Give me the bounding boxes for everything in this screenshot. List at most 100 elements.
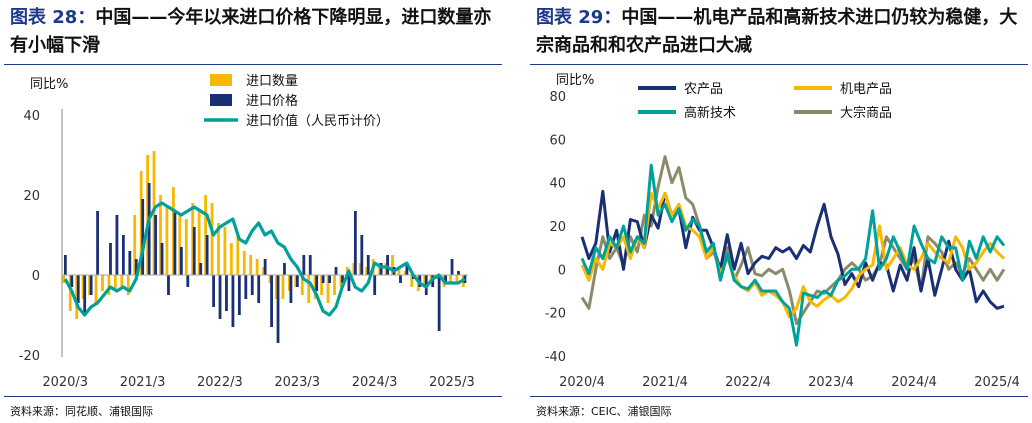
y-tick-label: 0 bbox=[32, 269, 40, 284]
bar-import-price bbox=[276, 275, 280, 343]
bar-import-volume bbox=[152, 151, 156, 275]
bar-import-volume bbox=[146, 155, 149, 275]
bar-import-price bbox=[315, 275, 319, 291]
bar-import-price bbox=[199, 263, 203, 275]
bar-import-price bbox=[244, 275, 248, 299]
bar-import-volume bbox=[300, 275, 304, 295]
bar-import-volume bbox=[107, 275, 111, 295]
bar-import-volume bbox=[403, 271, 407, 275]
bar-import-volume bbox=[62, 275, 66, 283]
bar-import-price bbox=[173, 211, 177, 275]
x-tick-label: 2021/4 bbox=[642, 375, 688, 390]
y-tick-label: 40 bbox=[23, 109, 40, 124]
bar-import-price bbox=[186, 275, 190, 287]
bar-import-volume bbox=[333, 275, 336, 295]
y-tick-label: -20 bbox=[545, 307, 566, 322]
bar-import-volume bbox=[384, 263, 388, 275]
bar-import-volume bbox=[307, 275, 311, 303]
bar-import-price bbox=[463, 275, 467, 283]
bar-import-volume bbox=[378, 263, 381, 275]
x-tick-label: 2022/3 bbox=[197, 375, 243, 390]
bar-import-volume bbox=[101, 275, 104, 291]
x-tick-label: 2024/3 bbox=[352, 375, 398, 390]
bar-import-price bbox=[179, 247, 183, 275]
legend-label: 机电产品 bbox=[840, 82, 892, 97]
y-tick-label: -40 bbox=[545, 350, 566, 365]
bar-import-volume bbox=[217, 223, 220, 275]
bar-import-price bbox=[212, 275, 215, 307]
legend-label: 进口数量 bbox=[246, 74, 298, 89]
bar-import-price bbox=[386, 255, 389, 275]
bar-import-price bbox=[308, 255, 312, 275]
bar-import-price bbox=[96, 211, 99, 275]
bar-import-price bbox=[366, 255, 370, 275]
bar-import-volume bbox=[262, 267, 265, 275]
x-tick-label: 2020/3 bbox=[42, 375, 88, 390]
bar-import-volume bbox=[320, 275, 323, 295]
bar-import-volume bbox=[139, 171, 143, 275]
bar-import-volume bbox=[275, 275, 278, 299]
bar-import-price bbox=[167, 275, 170, 295]
figure-28-label: 图表 bbox=[10, 7, 46, 28]
bar-import-volume bbox=[449, 275, 452, 283]
bar-import-volume bbox=[171, 187, 175, 275]
bar-import-volume bbox=[352, 263, 356, 275]
bar-import-price bbox=[63, 255, 67, 275]
bar-import-volume bbox=[133, 215, 137, 275]
bar-import-volume bbox=[81, 275, 85, 299]
figure-28-top-rule bbox=[4, 64, 502, 65]
bar-import-price bbox=[347, 275, 351, 291]
bar-import-volume bbox=[120, 275, 124, 287]
y-tick-label: 0 bbox=[558, 263, 566, 278]
y-tick-label: 20 bbox=[549, 220, 566, 235]
y-tick-label: -20 bbox=[19, 349, 40, 364]
bar-import-price bbox=[373, 275, 377, 295]
bar-import-volume bbox=[223, 227, 227, 275]
legend-label: 高新技术 bbox=[684, 105, 736, 121]
bar-import-volume bbox=[339, 275, 343, 287]
figure-29-chart: 同比% 80 60 40 20 0 -20 -40 2020/4 2021/4 2022/4 2023… bbox=[545, 73, 1020, 390]
bar-import-volume bbox=[313, 275, 317, 299]
bar-import-price bbox=[160, 243, 164, 275]
bar-import-volume bbox=[255, 259, 259, 275]
bar-import-volume bbox=[410, 275, 414, 287]
legend-label: 进口价值（人民币计价） bbox=[246, 113, 389, 129]
bar-import-price bbox=[295, 275, 299, 287]
legend-swatch bbox=[210, 94, 232, 106]
x-tick-label: 2022/4 bbox=[725, 375, 771, 390]
bar-import-price bbox=[76, 275, 80, 303]
x-tick-label: 2024/4 bbox=[891, 375, 937, 390]
bar-import-volume bbox=[281, 275, 285, 299]
bar-import-price bbox=[115, 215, 119, 275]
bar-import-price bbox=[134, 259, 138, 275]
y-axis-label: 同比% bbox=[556, 73, 594, 88]
bar-import-volume bbox=[204, 195, 207, 275]
bar-import-price bbox=[263, 259, 267, 275]
bar-import-volume bbox=[249, 255, 253, 275]
bar-import-price bbox=[89, 275, 93, 295]
bar-import-price bbox=[147, 183, 151, 275]
line-import-value bbox=[63, 201, 466, 317]
x-tick-label: 2023/4 bbox=[808, 375, 854, 390]
figure-28-bottom-rule bbox=[4, 396, 502, 397]
x-tick-label: 2023/3 bbox=[274, 375, 320, 390]
bar-import-price bbox=[154, 215, 157, 275]
bar-import-price bbox=[405, 263, 409, 275]
bar-import-volume bbox=[358, 263, 362, 275]
bar-import-price bbox=[205, 235, 209, 275]
legend-swatch bbox=[210, 74, 232, 86]
bar-import-volume bbox=[229, 243, 233, 275]
bar-import-volume bbox=[326, 275, 330, 303]
figure-28-title: 图表 28：中国——今年以来进口价格下降明显，进口数量亦有小幅下滑 bbox=[10, 4, 500, 60]
bar-import-price bbox=[399, 275, 402, 283]
bar-import-volume bbox=[391, 255, 394, 275]
bar-import-volume bbox=[210, 203, 214, 275]
y-tick-label: 60 bbox=[549, 133, 566, 148]
figure-28-number: 28： bbox=[52, 7, 96, 28]
bar-import-price bbox=[289, 275, 293, 303]
figure-29-label: 图表 bbox=[536, 7, 572, 28]
bar-import-price bbox=[321, 275, 325, 283]
figure-29-number: 29： bbox=[578, 7, 622, 28]
legend-label: 农产品 bbox=[684, 82, 723, 97]
